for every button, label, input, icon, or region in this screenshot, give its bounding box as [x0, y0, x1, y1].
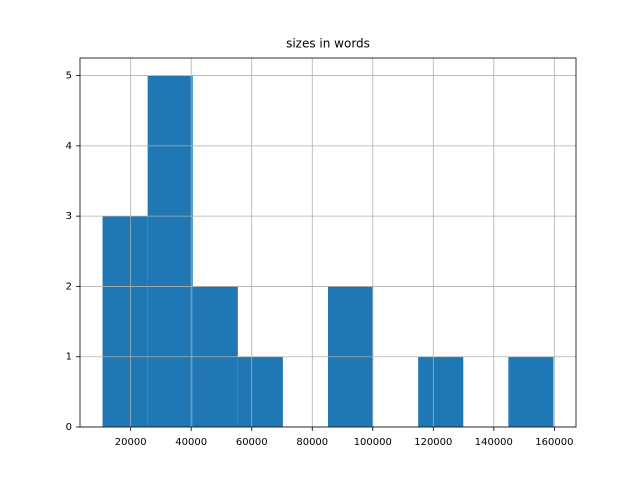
plot-frame: [79, 57, 577, 428]
x-tick-label: 80000: [296, 437, 328, 448]
y-tick-label: 4: [66, 141, 72, 152]
x-tick-label: 40000: [175, 437, 207, 448]
bar: [508, 356, 554, 427]
bar: [418, 356, 464, 427]
x-tick-label: 120000: [414, 437, 452, 448]
y-tick-label: 2: [66, 281, 72, 292]
x-tick-label: 100000: [354, 437, 392, 448]
x-tick-label: 20000: [115, 437, 147, 448]
x-tick-label: 140000: [475, 437, 513, 448]
chart-title: sizes in words: [286, 37, 370, 51]
bar: [147, 75, 193, 428]
y-tick-label: 0: [66, 422, 72, 433]
y-tick-label: 1: [66, 352, 72, 363]
y-tick-label: 5: [66, 71, 72, 82]
x-tick-label: 60000: [236, 437, 268, 448]
x-tick-label: 160000: [535, 437, 573, 448]
bar: [237, 356, 283, 427]
bar: [102, 216, 148, 427]
y-tick-label: 3: [66, 211, 72, 222]
